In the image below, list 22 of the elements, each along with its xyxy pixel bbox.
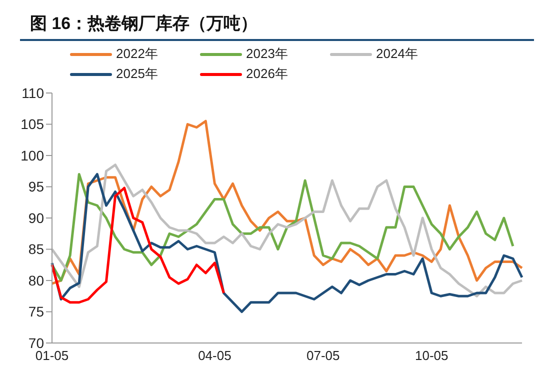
y-tick-label: 90 (28, 210, 44, 226)
y-tick-label: 70 (28, 334, 44, 351)
legend-label: 2026年 (246, 65, 288, 83)
y-tick-label: 105 (20, 116, 44, 132)
x-tick-label: 10-05 (414, 348, 448, 364)
y-tick-label: 110 (22, 84, 44, 101)
chart-title: 图 16：热卷钢厂库存（万吨） (29, 13, 259, 35)
legend-label: 2023年 (246, 45, 288, 63)
y-tick-label: 80 (28, 272, 44, 288)
line-series (50, 173, 524, 313)
y-tick-label: 95 (28, 178, 44, 195)
line-series (50, 186, 225, 304)
y-tick-label: 75 (28, 304, 44, 320)
y-tick-label: 85 (28, 241, 44, 258)
legend-label: 2022年 (116, 45, 158, 63)
x-tick-label: 01-05 (35, 348, 69, 364)
legend-label: 2025年 (116, 65, 158, 83)
y-tick-label: 100 (20, 147, 44, 164)
x-tick-label: 04-05 (198, 348, 232, 364)
line-series (50, 164, 524, 298)
legend-label: 2024年 (376, 45, 418, 63)
x-tick-label: 07-05 (306, 348, 340, 364)
